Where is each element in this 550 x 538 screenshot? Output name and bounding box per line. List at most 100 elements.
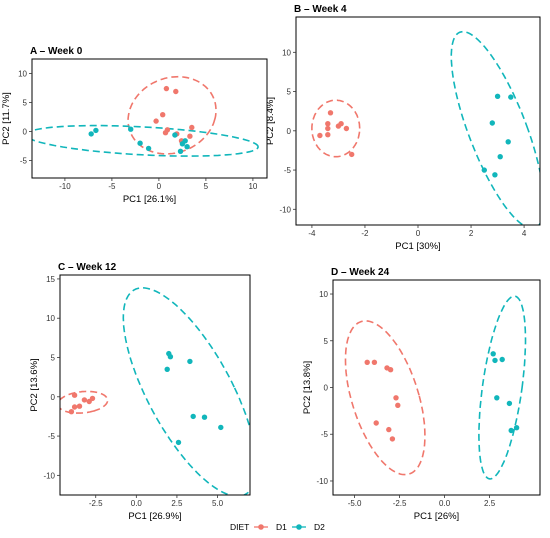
- point-d2: [128, 126, 134, 132]
- point-d2: [190, 413, 196, 420]
- panel-frame: [295, 16, 541, 226]
- x-axis-label: PC1 [26.9%]: [128, 511, 181, 522]
- x-tick-label: -5: [108, 182, 116, 191]
- panel-a: -10 -5 0 5 10 -5 0 5 10 A – Week 0 PC1 [26.1%] PC2 …: [1, 46, 268, 205]
- point-d1: [71, 404, 78, 410]
- y-tick-label: 5: [324, 337, 329, 346]
- point-d1: [81, 397, 88, 403]
- point-d1: [76, 403, 83, 409]
- panel-title: D – Week 24: [331, 267, 390, 278]
- point-d2: [93, 127, 99, 134]
- point-d1: [371, 359, 378, 365]
- point-d1: [393, 395, 399, 401]
- point-d1: [187, 133, 193, 139]
- x-tick-label: 4: [522, 229, 527, 238]
- point-d2: [505, 139, 511, 145]
- point-d1: [343, 125, 350, 132]
- panel-frame: [332, 279, 541, 496]
- y-tick-label: -10: [43, 471, 55, 480]
- point-d2: [88, 131, 94, 137]
- point-d2: [172, 132, 178, 138]
- x-tick-label: -4: [308, 229, 316, 238]
- panel-d: -5.0 -2.5 0.0 2.5 -10 -5 0 5 10 D – Week 24 PC1 [2…: [302, 267, 541, 522]
- point-d2: [167, 354, 174, 360]
- point-d2: [184, 144, 190, 150]
- x-tick-label: -2.5: [89, 499, 103, 508]
- point-d2: [137, 140, 143, 146]
- x-tick-label: 10: [248, 182, 257, 191]
- point-d1: [338, 121, 344, 127]
- point-d1: [189, 124, 195, 131]
- x-tick-label: 2.5: [484, 499, 496, 508]
- panel-title: B – Week 4: [294, 4, 347, 15]
- legend-title: DIET: [230, 522, 249, 532]
- y-tick-label: 0: [51, 393, 56, 402]
- legend-key-d1: [258, 524, 264, 530]
- point-d1: [162, 130, 169, 136]
- panel-c: -2.5 0.0 2.5 5.0 -10 -5 0 5 10 15C – Week 12 PC1 […: [29, 262, 251, 522]
- point-d1: [89, 395, 96, 402]
- point-d1: [327, 110, 334, 116]
- ellipse-d1: [344, 320, 426, 476]
- y-tick-label: 0: [287, 127, 292, 136]
- point-d1: [387, 367, 394, 373]
- y-axis-label: PC2 [8.4%]: [265, 97, 276, 145]
- ellipse-d1: [127, 75, 217, 155]
- panel-frame: [31, 58, 268, 179]
- point-d1: [160, 112, 166, 118]
- x-tick-label: -2.5: [393, 499, 407, 508]
- point-d2: [182, 138, 188, 144]
- x-axis-label: PC1 [26%]: [414, 511, 459, 522]
- y-tick-label: 15: [46, 275, 55, 284]
- point-d2: [513, 425, 520, 431]
- point-d2: [218, 424, 224, 431]
- point-d2: [494, 395, 500, 401]
- point-d1: [325, 132, 331, 138]
- plot-area: [32, 75, 259, 157]
- panel-frame: [59, 274, 251, 496]
- ellipse-d1: [60, 390, 109, 414]
- x-tick-label: 5: [204, 182, 209, 191]
- point-d2: [489, 120, 495, 126]
- point-d1: [349, 151, 355, 158]
- legend-key-d2: [296, 524, 302, 530]
- ellipse-d1: [311, 99, 361, 158]
- legend-label-d1: D1: [276, 522, 287, 532]
- x-tick-label: -2: [361, 229, 369, 238]
- point-d1: [325, 125, 331, 132]
- panel-title: C – Week 12: [58, 262, 117, 273]
- point-d1: [395, 402, 401, 408]
- y-tick-label: 5: [23, 99, 28, 108]
- x-tick-label: 0.0: [131, 499, 143, 508]
- point-d2: [201, 414, 208, 420]
- x-tick-label: 0.0: [439, 499, 451, 508]
- point-d2: [175, 439, 182, 446]
- point-d2: [508, 94, 514, 100]
- x-tick-label: -10: [59, 182, 71, 191]
- legend: DIET D1 D2: [230, 522, 325, 532]
- x-axis-label: PC1 [26.1%]: [123, 194, 176, 205]
- y-tick-label: 10: [46, 314, 55, 323]
- point-d1: [68, 409, 75, 415]
- y-tick-label: 10: [18, 70, 27, 79]
- point-d2: [499, 356, 505, 363]
- point-d1: [364, 359, 370, 365]
- y-tick-label: -5: [20, 157, 28, 166]
- y-tick-label: -5: [48, 432, 56, 441]
- point-d2: [497, 154, 503, 160]
- point-d2: [506, 400, 513, 407]
- ellipse-d2: [450, 30, 540, 225]
- panel-title: A – Week 0: [30, 46, 83, 57]
- panel-b: -4 -2 0 2 4 -10 -5 0 5 10 B – Week 4 PC1 [30%] PC2 […: [265, 4, 541, 252]
- legend-label-d2: D2: [314, 522, 325, 532]
- x-axis-label: PC1 [30%]: [395, 241, 440, 252]
- y-axis-label: PC2 [13.6%]: [29, 358, 40, 411]
- plot-area: [311, 30, 540, 225]
- point-d1: [373, 420, 379, 426]
- point-d2: [145, 145, 152, 152]
- y-axis-label: PC2 [11.7%]: [1, 92, 12, 145]
- x-tick-label: -5.0: [348, 499, 362, 508]
- y-axis-label: PC2 [13.8%]: [302, 361, 313, 414]
- point-d1: [325, 121, 331, 127]
